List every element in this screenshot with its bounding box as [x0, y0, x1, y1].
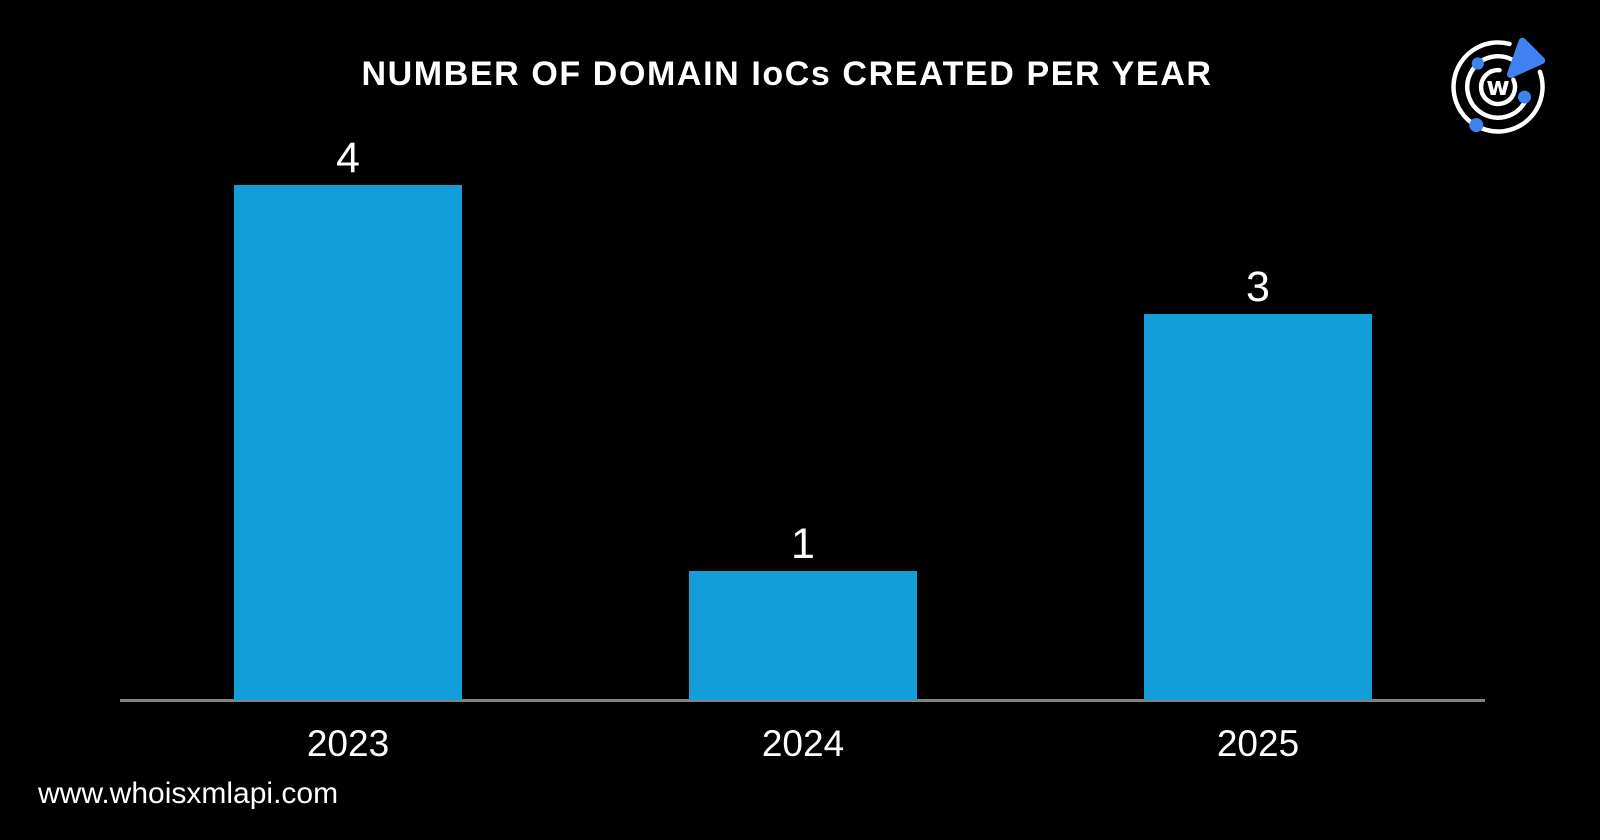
x-axis-line [120, 699, 1485, 702]
bar-value-label-2025: 3 [1246, 263, 1270, 311]
logo-wedge-icon [1507, 37, 1546, 78]
chart-title: NUMBER OF DOMAIN IoCs CREATED PER YEAR [361, 55, 1213, 93]
bar-value-label-2023: 4 [336, 134, 360, 182]
website-url: www.whoisxmlapi.com [38, 777, 339, 810]
bar-2023 [234, 185, 462, 700]
x-axis-label-2025: 2025 [1216, 723, 1300, 764]
logo-dot [1471, 57, 1485, 70]
logo-middle-ring [1465, 54, 1527, 120]
bar-2025 [1144, 314, 1372, 700]
logo-dot [1518, 90, 1531, 104]
logo-letter: w [1486, 71, 1510, 101]
logo-dot [1469, 118, 1484, 133]
logo-outer-ring [1451, 40, 1545, 134]
x-axis-label-2023: 2023 [306, 723, 390, 764]
x-axis-label-2024: 2024 [761, 723, 845, 764]
logo-inner-ring [1478, 67, 1518, 107]
bar-value-label-2024: 1 [791, 520, 815, 568]
bar-2024 [689, 571, 917, 700]
whoisxmlapi-logo: w [1451, 37, 1546, 134]
